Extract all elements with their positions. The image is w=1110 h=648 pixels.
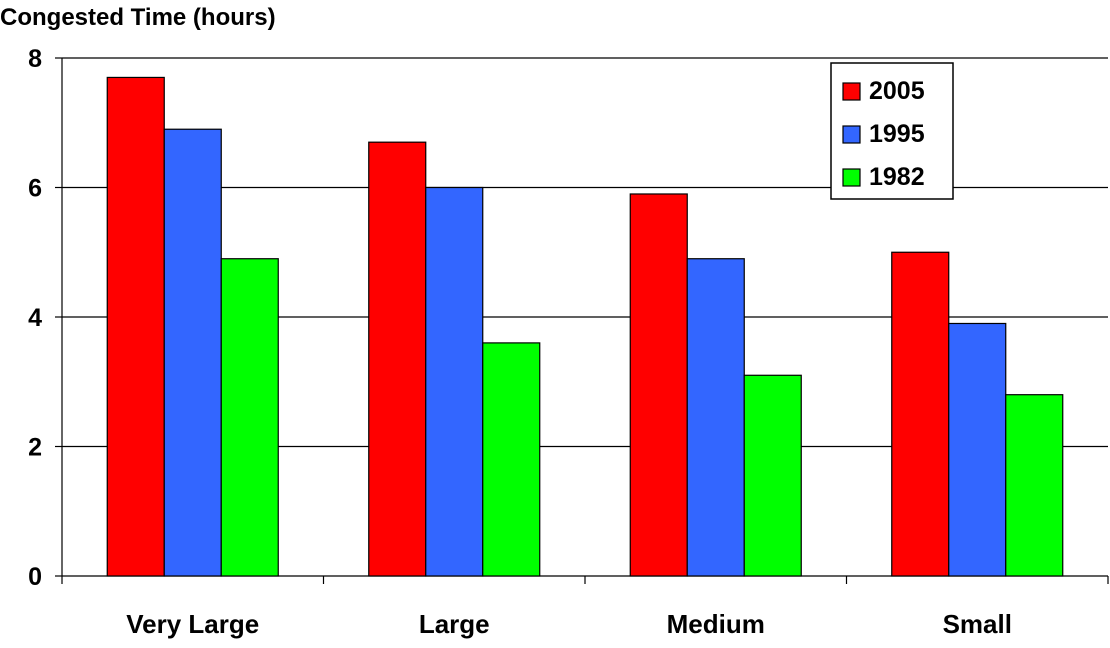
legend-label: 1995	[869, 120, 925, 148]
bar-2005-large	[368, 141, 427, 577]
legend-label: 1982	[869, 163, 925, 191]
bar-1982-small	[1005, 394, 1064, 577]
legend-swatch-1982	[842, 168, 861, 187]
legend-label: 2005	[869, 77, 925, 105]
x-tick-label: Large	[419, 609, 490, 639]
bar-2005-small	[891, 251, 950, 577]
bar-2005-very-large	[106, 76, 165, 577]
bar-2005-medium	[629, 193, 688, 577]
bar-1995-very-large	[163, 128, 222, 577]
x-tick-label: Small	[943, 609, 1012, 639]
y-tick-label: 2	[28, 434, 42, 462]
x-tick-label: Medium	[667, 609, 765, 639]
bar-1995-medium	[686, 258, 745, 577]
x-tick-label: Very Large	[126, 609, 259, 639]
y-tick-label: 4	[28, 304, 42, 332]
y-tick-label: 6	[28, 175, 42, 203]
bar-1982-very-large	[220, 258, 279, 577]
legend-swatch-2005	[842, 82, 861, 101]
bar-1995-large	[425, 186, 484, 577]
bar-1995-small	[948, 322, 1007, 577]
bar-1982-medium	[743, 374, 802, 577]
bar-1982-large	[482, 342, 541, 577]
y-tick-label: 8	[28, 45, 42, 73]
y-tick-label: 0	[28, 563, 42, 591]
legend-swatch-1995	[842, 125, 861, 144]
y-axis-label: Congested Time (hours)	[0, 4, 276, 31]
